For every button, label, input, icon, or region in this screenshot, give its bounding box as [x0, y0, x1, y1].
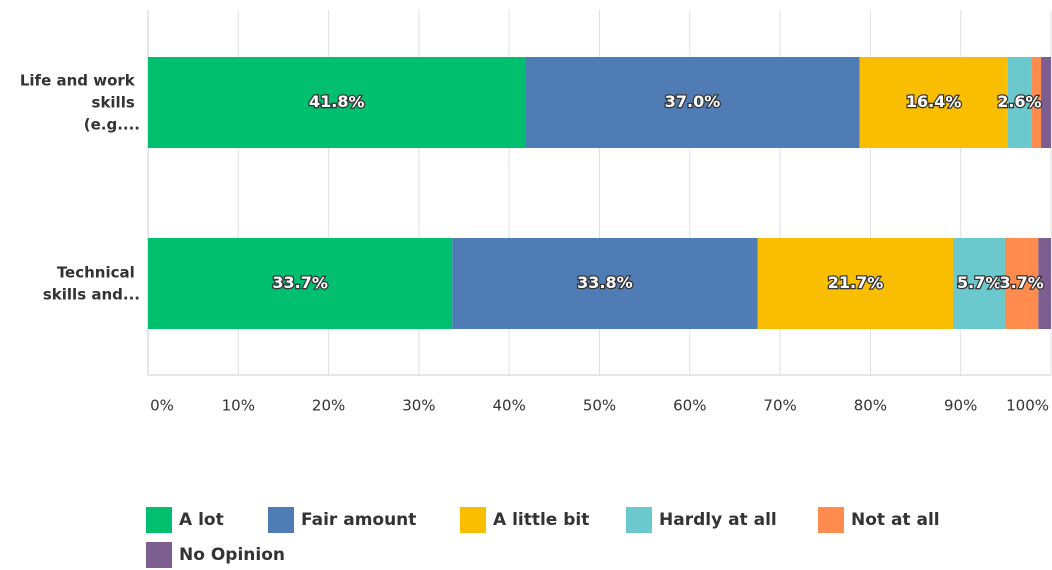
x-tick-label: 100% [1006, 397, 1049, 415]
legend-label: Not at all [851, 510, 940, 530]
bar-segment [148, 238, 453, 329]
x-tick-label: 0% [150, 397, 174, 415]
legend-label: A little bit [493, 510, 589, 530]
bar-segment [1038, 238, 1051, 329]
legend-label: Fair amount [301, 510, 416, 530]
value-label: 33.8% [577, 273, 633, 292]
x-tick-label: 20% [312, 397, 345, 415]
x-tick-label: 40% [493, 397, 526, 415]
x-tick-label: 70% [763, 397, 796, 415]
bar-segment [1004, 238, 1039, 329]
x-tick-label: 50% [583, 397, 616, 415]
legend-swatch [460, 507, 486, 533]
value-label: 41.8% [309, 92, 365, 111]
value-label: 21.7% [828, 273, 884, 292]
legend-swatch [146, 507, 172, 533]
value-label: 5.7% [957, 273, 1001, 292]
bar-segment [1007, 57, 1032, 148]
value-label: 33.7% [272, 273, 328, 292]
legend-swatch [268, 507, 294, 533]
legend-label: A lot [179, 510, 224, 530]
value-label: 2.6% [997, 92, 1041, 111]
legend-label: Hardly at all [659, 510, 777, 530]
legend-label: No Opinion [179, 545, 285, 565]
bar-segment [953, 238, 1005, 329]
x-tick-label: 60% [673, 397, 706, 415]
value-label: 37.0% [665, 92, 721, 111]
legend-swatch [818, 507, 844, 533]
value-label: 16.4% [906, 92, 962, 111]
x-tick-label: 80% [854, 397, 887, 415]
legend-swatch [146, 542, 172, 568]
bar-segment [452, 238, 758, 329]
bar-segment [757, 238, 954, 329]
bar-segment [1041, 57, 1051, 148]
bar-segment [859, 57, 1008, 148]
category-label: Technical skills and... [43, 263, 140, 303]
bar-segment [525, 57, 860, 148]
category-label: Life and work skills (e.g.... [20, 71, 140, 133]
value-label: 3.7% [999, 273, 1043, 292]
x-tick-label: 10% [222, 397, 255, 415]
x-tick-label: 90% [944, 397, 977, 415]
bar-segment [1031, 57, 1042, 148]
bar-segment [148, 57, 526, 148]
legend-swatch [626, 507, 652, 533]
x-tick-label: 30% [402, 397, 435, 415]
